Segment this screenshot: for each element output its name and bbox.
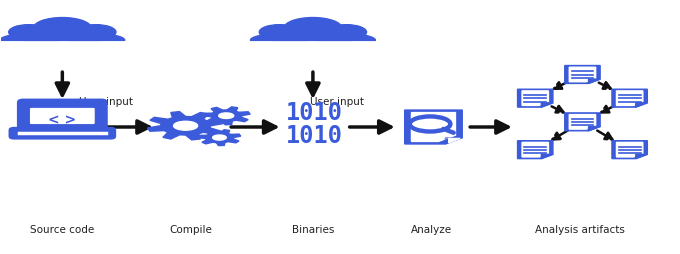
Polygon shape <box>541 154 553 158</box>
FancyBboxPatch shape <box>11 129 114 137</box>
Polygon shape <box>67 34 125 40</box>
Polygon shape <box>617 142 643 157</box>
Polygon shape <box>541 103 553 107</box>
Polygon shape <box>198 130 241 146</box>
Polygon shape <box>22 32 102 40</box>
Circle shape <box>284 18 342 39</box>
Polygon shape <box>589 79 600 83</box>
Polygon shape <box>202 107 250 125</box>
Text: User input: User input <box>309 97 364 107</box>
Circle shape <box>75 25 116 40</box>
Polygon shape <box>617 91 643 105</box>
Polygon shape <box>318 34 375 40</box>
Polygon shape <box>569 67 596 82</box>
Polygon shape <box>612 141 647 158</box>
Polygon shape <box>0 34 58 40</box>
Polygon shape <box>445 138 462 144</box>
Text: Analyze: Analyze <box>411 225 452 235</box>
Circle shape <box>259 25 299 40</box>
Text: User input: User input <box>80 97 133 107</box>
Polygon shape <box>148 112 224 140</box>
Circle shape <box>219 113 234 118</box>
Circle shape <box>33 18 92 39</box>
Text: 1010: 1010 <box>286 124 343 148</box>
Circle shape <box>213 135 226 140</box>
Polygon shape <box>565 113 600 131</box>
Polygon shape <box>522 142 549 157</box>
Polygon shape <box>517 141 553 158</box>
Polygon shape <box>569 115 596 129</box>
Text: Analysis artifacts: Analysis artifacts <box>535 225 626 235</box>
Polygon shape <box>405 110 462 144</box>
Polygon shape <box>250 34 308 40</box>
Polygon shape <box>522 91 549 105</box>
Polygon shape <box>612 89 647 107</box>
Polygon shape <box>449 138 460 143</box>
Circle shape <box>326 25 367 40</box>
Circle shape <box>173 121 198 130</box>
Polygon shape <box>589 126 600 131</box>
Text: 1010: 1010 <box>286 101 343 125</box>
FancyBboxPatch shape <box>30 108 95 124</box>
Polygon shape <box>636 103 647 107</box>
Text: Source code: Source code <box>30 225 95 235</box>
Polygon shape <box>565 66 600 83</box>
Polygon shape <box>517 89 553 107</box>
Polygon shape <box>411 113 456 141</box>
FancyBboxPatch shape <box>19 101 105 132</box>
Polygon shape <box>273 32 352 40</box>
Text: < >: < > <box>48 113 76 127</box>
Text: Binaries: Binaries <box>292 225 334 235</box>
Circle shape <box>9 25 49 40</box>
Text: Compile: Compile <box>169 225 212 235</box>
Polygon shape <box>636 154 647 158</box>
